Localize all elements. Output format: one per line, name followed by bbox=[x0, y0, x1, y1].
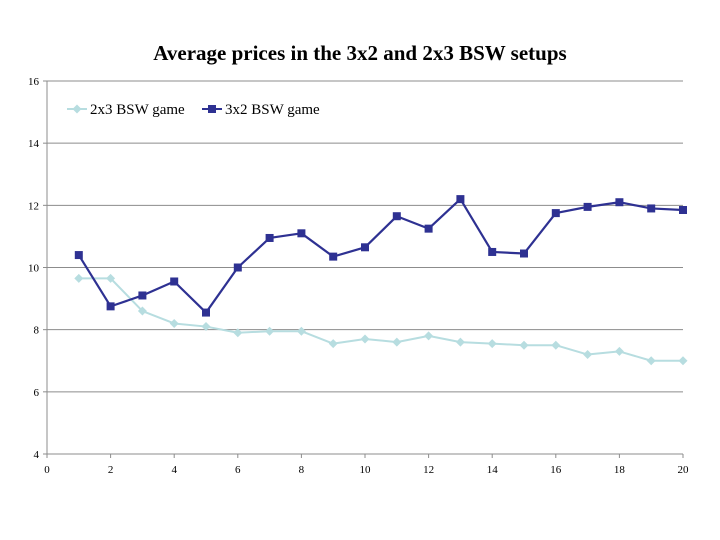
legend-item-2: 3x2 BSW game bbox=[202, 102, 320, 118]
x-tick-label: 12 bbox=[423, 464, 434, 476]
x-tick-label: 2 bbox=[108, 464, 114, 476]
data-point bbox=[519, 340, 529, 350]
x-tick-label: 14 bbox=[487, 464, 499, 476]
data-point bbox=[615, 198, 624, 207]
legend-swatch-marker bbox=[72, 104, 82, 114]
data-point bbox=[296, 326, 306, 336]
x-tick-label: 8 bbox=[299, 464, 305, 476]
data-point bbox=[551, 209, 560, 218]
x-tick-label: 16 bbox=[550, 464, 562, 476]
data-point bbox=[329, 252, 338, 261]
y-tick-label: 4 bbox=[34, 449, 40, 461]
data-point bbox=[647, 204, 656, 213]
data-point bbox=[392, 337, 402, 347]
data-point bbox=[487, 339, 497, 349]
data-point bbox=[170, 277, 179, 286]
data-point bbox=[201, 322, 211, 332]
x-tick-label: 6 bbox=[235, 464, 241, 476]
y-tick-label: 8 bbox=[34, 325, 40, 337]
data-point bbox=[520, 249, 528, 258]
series-line bbox=[78, 277, 683, 362]
data-point bbox=[265, 326, 275, 336]
y-tick-label: 12 bbox=[28, 200, 39, 212]
y-tick-label: 16 bbox=[28, 76, 40, 88]
data-point bbox=[265, 233, 274, 242]
data-point bbox=[646, 356, 656, 366]
data-point bbox=[424, 331, 434, 341]
data-point bbox=[74, 251, 83, 260]
data-point bbox=[328, 339, 338, 349]
data-point bbox=[138, 291, 147, 300]
data-point bbox=[74, 273, 84, 283]
data-point bbox=[202, 308, 210, 317]
y-tick-label: 6 bbox=[34, 387, 40, 399]
data-point bbox=[488, 247, 497, 256]
data-point bbox=[583, 350, 593, 360]
tick-labels: 4 6 8 10 12 14 16 0 2 4 6 8 10 12 14 16 18 20 bbox=[28, 76, 689, 476]
data-point bbox=[297, 229, 306, 238]
data-point bbox=[233, 328, 243, 338]
data-point bbox=[583, 202, 592, 211]
y-tick-label: 14 bbox=[28, 138, 40, 150]
y-tick-label: 10 bbox=[28, 263, 40, 275]
data-point bbox=[679, 205, 687, 214]
data-point bbox=[361, 243, 369, 252]
data-point bbox=[614, 346, 624, 356]
data-point bbox=[106, 302, 115, 311]
legend-item-1: 2x3 BSW game bbox=[67, 102, 185, 118]
series-1 bbox=[74, 273, 688, 366]
gridlines bbox=[47, 80, 683, 393]
legend: 2x3 BSW game 3x2 BSW game bbox=[67, 102, 320, 118]
data-point bbox=[551, 340, 561, 350]
data-point bbox=[392, 212, 401, 221]
series-layer bbox=[74, 195, 688, 366]
series-2 bbox=[74, 195, 687, 317]
x-tick-label: 0 bbox=[44, 464, 50, 476]
legend-label: 3x2 BSW game bbox=[225, 102, 320, 118]
x-tick-label: 4 bbox=[171, 464, 177, 476]
x-tick-label: 10 bbox=[360, 464, 372, 476]
legend-label: 2x3 BSW game bbox=[90, 102, 185, 118]
x-tick-label: 20 bbox=[678, 464, 690, 476]
data-point bbox=[106, 273, 116, 283]
data-point bbox=[360, 334, 370, 344]
x-tick-label: 18 bbox=[614, 464, 626, 476]
data-point bbox=[137, 306, 147, 316]
chart-title: Average prices in the 3x2 and 2x3 BSW se… bbox=[153, 41, 566, 65]
data-point bbox=[169, 318, 179, 328]
data-point bbox=[456, 195, 465, 204]
data-point bbox=[455, 337, 465, 347]
data-point bbox=[678, 356, 688, 366]
series-line bbox=[77, 198, 684, 314]
data-point bbox=[233, 263, 242, 272]
axes bbox=[43, 80, 684, 458]
legend-swatch-marker bbox=[208, 105, 216, 113]
data-point bbox=[424, 224, 433, 233]
